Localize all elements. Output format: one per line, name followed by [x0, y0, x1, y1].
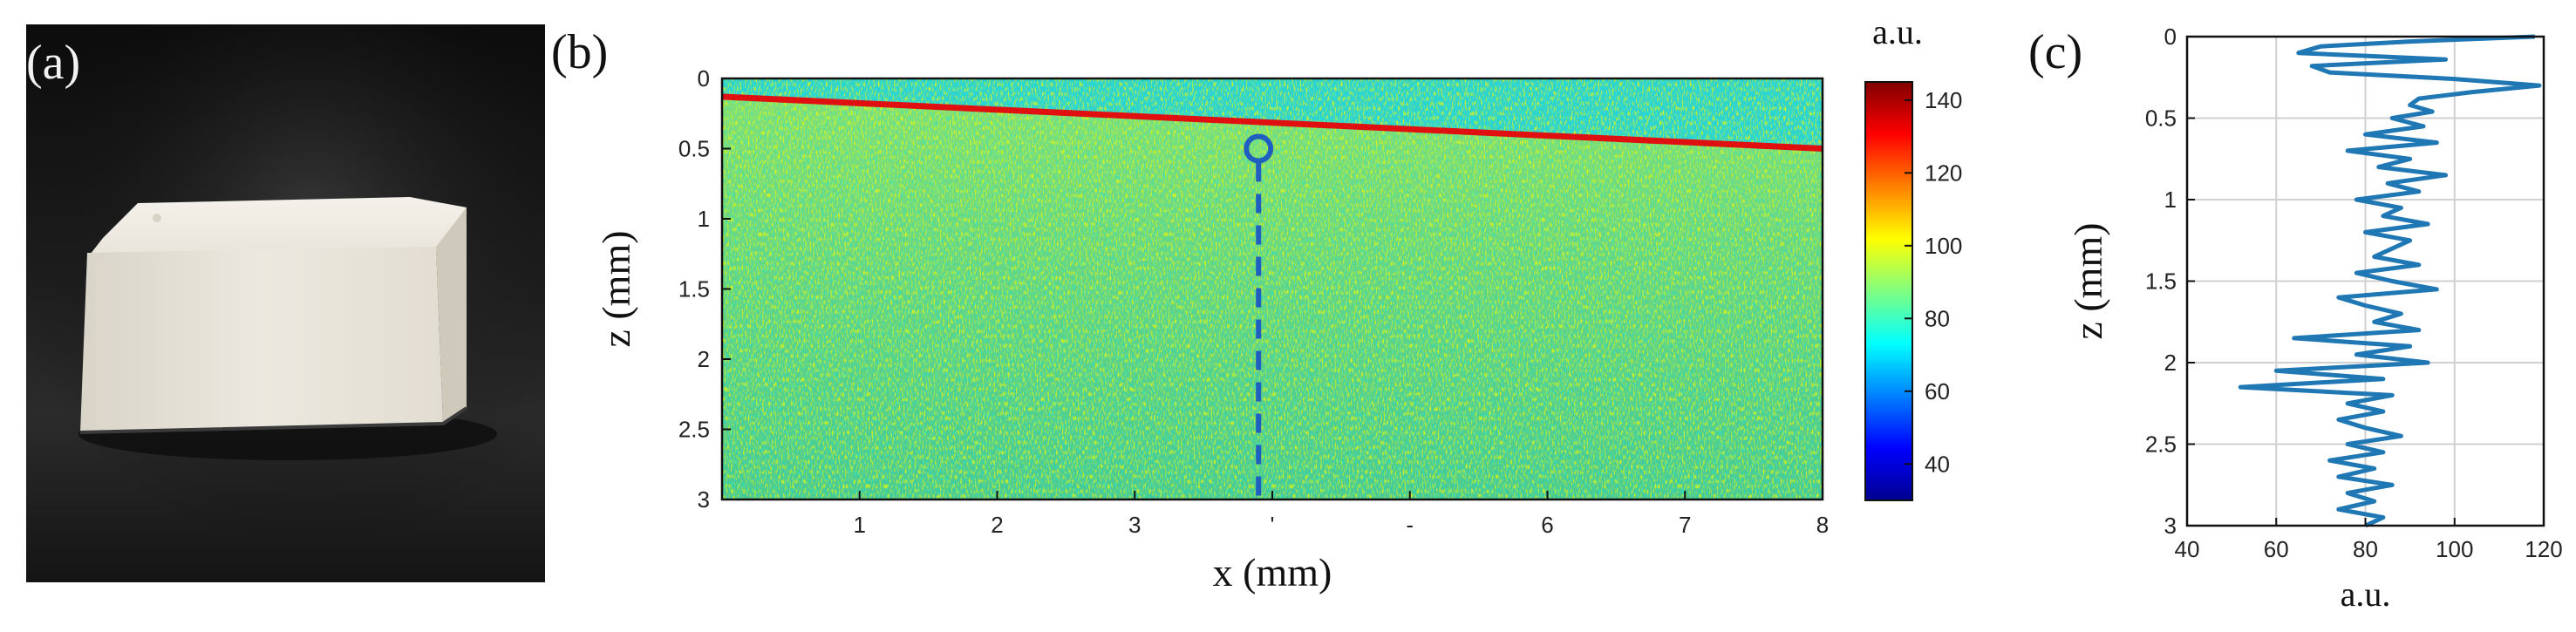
profile-y-axis-label: z (mm)	[2066, 222, 2110, 339]
profile-x-ticks: 40 60 80 100 120	[2175, 518, 2563, 562]
heatmap-y-tick-label: 3	[698, 486, 710, 513]
profile-x-tick-label: 120	[2525, 536, 2562, 562]
heatmap-x-tick-label: 1	[854, 512, 866, 538]
profile-x-tick-label: 60	[2264, 536, 2289, 562]
profile-y-tick-label: 2.5	[2145, 432, 2177, 458]
heatmap-speckle-layer	[722, 78, 1823, 499]
profile-y-tick-label: 0.5	[2145, 105, 2177, 132]
heatmap-x-tick-label: 2	[991, 512, 1003, 538]
profile-y-tick-label: 2	[2164, 350, 2177, 376]
heatmap-y-tick-label: 1.5	[678, 276, 710, 302]
heatmap-x-tick-label: 3	[1128, 512, 1141, 538]
profile-x-tick-label: 100	[2436, 536, 2473, 562]
heatmap-x-ticks: 1 2 3 ' - 6 7 8	[854, 491, 1829, 538]
colorbar-tick-label: 140	[1925, 87, 1962, 113]
profile-y-tick-label: 3	[2164, 513, 2177, 539]
heatmap-y-tick-label: 0	[698, 65, 710, 92]
sample-top-face	[87, 197, 467, 258]
panel-a: (a)	[26, 24, 545, 582]
profile-x-axis-label: a.u.	[2341, 574, 2391, 614]
heatmap-y-tick-label: 2.5	[678, 417, 710, 443]
panel-label-c: (c)	[2028, 25, 2083, 79]
sample-front-face	[80, 247, 443, 432]
heatmap-y-tick-label: 1	[698, 206, 710, 232]
colorbar-tick-label: 100	[1925, 233, 1962, 259]
profile-y-ticks: 0 0.5 1 1.5 2 2.5 3	[2145, 24, 2195, 539]
heatmap-x-tick-label: 8	[1816, 512, 1829, 538]
heatmap-y-axis-label: z (mm)	[594, 230, 638, 347]
panel-label-a: (a)	[26, 36, 81, 90]
colorbar-tick-label: 40	[1925, 451, 1950, 477]
heatmap-x-tick-label: '	[1271, 512, 1275, 538]
surface-line	[722, 93, 1823, 152]
sample-photo	[26, 24, 545, 582]
heatmap-x-axis-label: x (mm)	[1213, 550, 1332, 595]
colorbar-title: a.u.	[1872, 12, 1923, 51]
heatmap-axes-frame	[720, 77, 1824, 501]
profile-x-tick-label: 80	[2353, 536, 2378, 562]
heatmap-y-tick-label: 2	[698, 346, 710, 372]
profile-grid	[2186, 36, 2545, 527]
profile-y-tick-label: 1.5	[2145, 268, 2177, 295]
heatmap-x-tick-label: 6	[1541, 512, 1553, 538]
colorbar	[1864, 81, 1913, 501]
profile-axes-frame	[2185, 35, 2545, 527]
colorbar-tick-label: 60	[1925, 378, 1950, 404]
colorbar-tick-label: 120	[1925, 160, 1962, 186]
panel-label-b: (b)	[551, 25, 609, 79]
heatmap-x-tick-label: -	[1406, 512, 1414, 538]
profile-y-tick-label: 0	[2164, 24, 2177, 50]
heatmap-air-region	[722, 78, 1823, 149]
colorbar-tick-label: 80	[1925, 305, 1950, 331]
heatmap-speckle-layer-2	[722, 78, 1823, 499]
point-marker	[1244, 133, 1274, 164]
heatmap-y-tick-label: 0.5	[678, 136, 710, 162]
colorbar-ticks: 140 120 100 80 60 40	[1905, 87, 1962, 477]
profile-x-tick-label: 40	[2175, 536, 2200, 562]
heatmap-y-ticks: 0 0.5 1 1.5 2 2.5 3	[678, 65, 731, 513]
heatmap-background	[722, 78, 1823, 499]
profile-y-tick-label: 1	[2164, 187, 2177, 213]
sample-side-face	[436, 207, 467, 424]
profile-series-line	[2238, 34, 2542, 528]
heatmap-x-tick-label: 7	[1679, 512, 1691, 538]
